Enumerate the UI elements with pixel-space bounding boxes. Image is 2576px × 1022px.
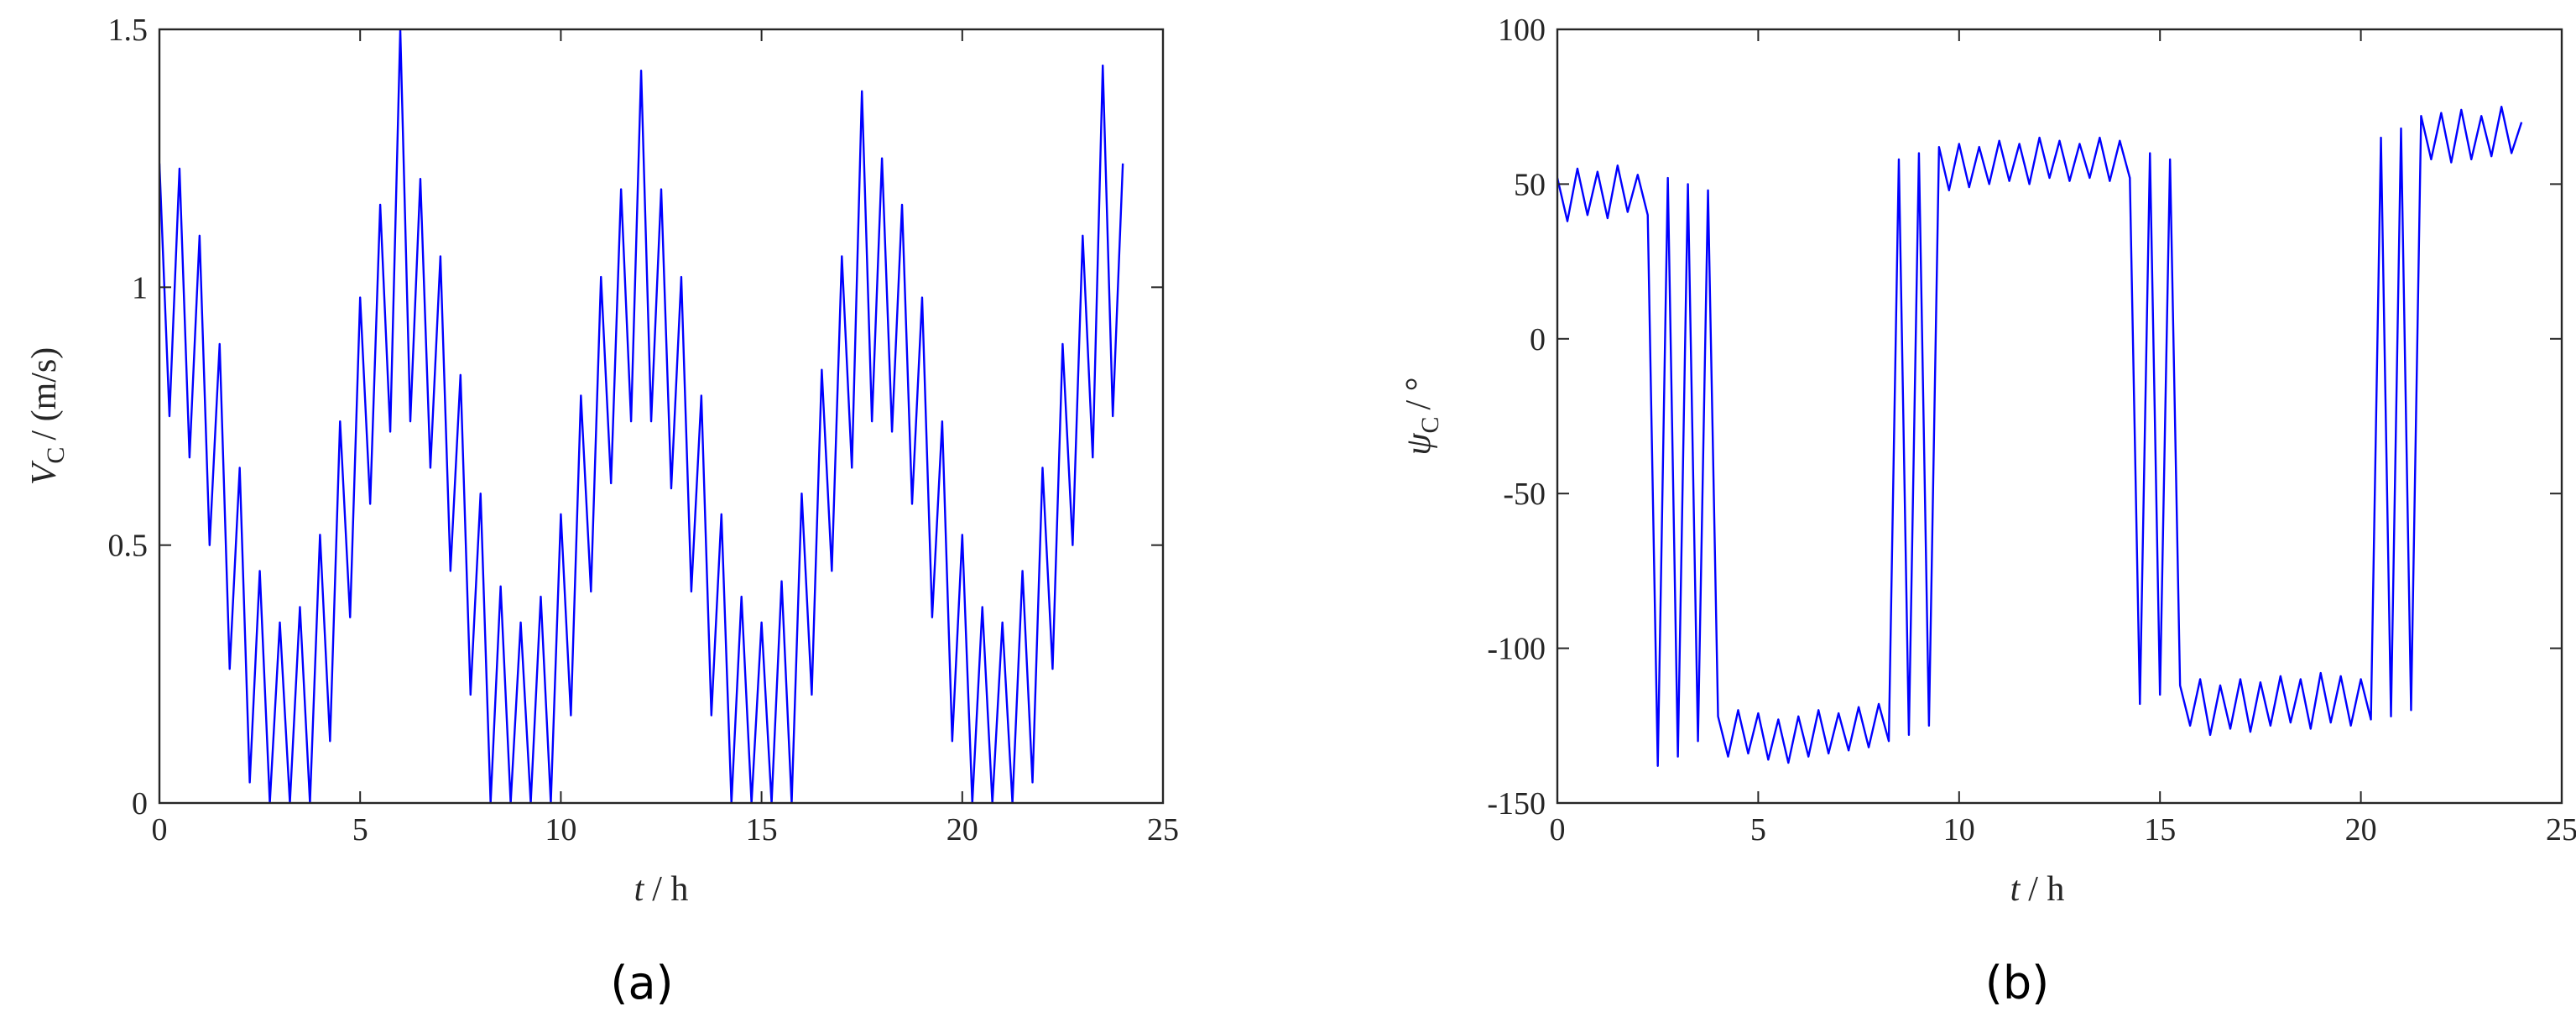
y-tick-label: 100: [1498, 13, 1546, 48]
x-tick-label: 0: [1550, 812, 1566, 847]
plot-frame: [1556, 28, 2563, 805]
y-label-symbol: ψ: [1400, 433, 1438, 456]
y-tick-label: 0: [132, 786, 148, 821]
x-tick-label: 15: [2144, 812, 2176, 847]
y-tick-label: -50: [1503, 477, 1546, 512]
y-tick-label: -150: [1487, 786, 1546, 821]
plot-frame: [158, 28, 1165, 805]
y-label-unit: / °: [1400, 377, 1438, 409]
y-label-symbol: V: [25, 460, 64, 485]
x-tick-label: 25: [2546, 812, 2576, 847]
x-axis-label: t / h: [2010, 870, 2065, 909]
y-axis-label: VC / (m/s): [25, 347, 70, 486]
x-axis-label: t / h: [634, 870, 689, 909]
chart-panel: 0 5 10 15 20 25 0 0.5 1 1.5 t / h VC / (m/s): [25, 13, 1179, 909]
y-tick-label: 0.5: [108, 529, 149, 564]
data-line: [159, 29, 1124, 803]
data-line: [1557, 106, 2523, 767]
x-tick-label: 5: [352, 812, 368, 847]
y-tick-label: 0: [1530, 322, 1546, 357]
x-tick-label: 20: [946, 812, 978, 847]
x-label-symbol: t: [2010, 870, 2021, 909]
x-tick-label: 10: [545, 812, 576, 847]
x-tick-label: 20: [2345, 812, 2377, 847]
y-tick-label: 50: [1514, 167, 1546, 202]
x-tick-label: 15: [746, 812, 778, 847]
x-tick-label: 25: [1147, 812, 1179, 847]
x-label-unit: / h: [2028, 870, 2064, 909]
x-label-symbol: t: [634, 870, 645, 909]
y-tick-label: 1.5: [108, 13, 149, 48]
y-label-unit: / (m/s): [25, 347, 64, 441]
chart-panel: 0 5 10 15 20 25 -150 -100 -50 0 50 100 t / h ψC / °: [1400, 13, 2576, 909]
x-label-unit: / h: [652, 870, 688, 909]
y-label-subscript: C: [42, 447, 70, 464]
x-tick-label: 10: [1943, 812, 1975, 847]
y-tick-label: 1: [132, 270, 148, 305]
y-axis-label: ψC / °: [1400, 377, 1444, 455]
x-tick-label: 5: [1750, 812, 1766, 847]
y-tick-label: -100: [1487, 632, 1546, 667]
panel-label: (a): [610, 957, 673, 1009]
x-tick-label: 0: [152, 812, 168, 847]
y-label-subscript: C: [1416, 416, 1444, 433]
panel-label: (b): [1985, 957, 2049, 1009]
